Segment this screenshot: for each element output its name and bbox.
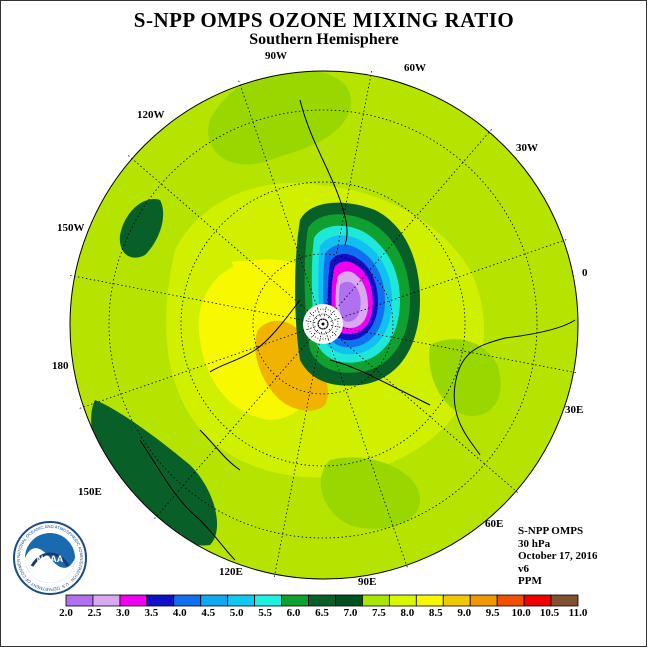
longitude-label-30w: 30W [516,142,538,154]
hole-band-2 [339,281,361,322]
meridian-240 [152,323,324,521]
longitude-label-150w: 150W [57,222,85,234]
meridian-180 [67,274,324,325]
colorbar-label: 3.5 [144,607,159,619]
meridian-60 [322,127,494,325]
coast-antarctic-east [329,359,431,406]
meridian-30 [322,238,569,325]
colorbar-label: 4.0 [172,607,187,619]
latitude-circle-2 [180,181,466,467]
meridian-120 [237,78,324,325]
colorbar-label: 7.0 [343,607,358,619]
meridian-90 [322,68,373,325]
colorbar-label: 9.0 [457,607,472,619]
longitude-label-30e: 30E [565,404,584,416]
colorbar-label: 9.5 [485,607,500,619]
logo-text: NOAA [37,554,64,564]
coast-antarctic-west [209,299,301,373]
longitude-label-120w: 120W [137,109,165,121]
colorbar-label: 8.0 [400,607,415,619]
colorbar-label: 7.5 [372,607,386,619]
longitude-label-60w: 60W [404,62,426,74]
colorbar-label: 8.5 [428,607,443,619]
dark-green-southwest [91,400,218,546]
colorbar-label: 11.0 [568,607,588,619]
figure-title: S-NPP OMPS OZONE MIXING RATIO [133,8,515,32]
info-block: S-NPP OMPS 30 hPa October 17, 2016 v6 PP… [518,525,598,588]
longitude-label-0: 0 [582,267,588,279]
info-level: 30 hPa [518,537,551,550]
coastlines [139,99,576,561]
latitude-circle-1 [252,253,394,395]
graticule [67,68,579,580]
coast-new-zealand [199,429,241,471]
colorbar-label: 6.5 [315,607,329,619]
colorbar-label: 3.0 [116,607,130,619]
figure-subtitle: Southern Hemisphere [249,31,399,48]
meridian-0 [322,323,579,374]
zone-greenband-south [320,457,420,529]
longitude-label-150e: 150E [78,486,102,498]
meridian-210 [77,323,324,410]
zone-yellow-cap [232,260,275,288]
logo-wave [25,548,75,583]
longitude-label-60e: 60E [485,518,504,530]
info-units: PPM [518,575,542,587]
colorbar-label: 2.5 [87,607,102,619]
colorbar-label: 2.0 [59,607,73,619]
meridian-270 [273,323,324,580]
longitude-label-90w: 90W [265,50,287,62]
colorbar-label: 10.5 [539,607,560,619]
latitude-circle-3 [108,109,538,539]
meridian-330 [322,323,520,495]
meridian-150 [126,153,324,325]
colorbar-label: 5.5 [258,607,272,619]
longitude-label-90e: 90E [358,576,377,588]
map-border [69,70,579,580]
longitude-label-120e: 120E [219,566,243,578]
longitude-label-180: 180 [52,360,69,372]
zone-greenband-north [208,71,352,165]
coast-australia [139,439,236,561]
colorbar-label: 10.0 [511,607,531,619]
info-version: v6 [518,562,529,575]
coast-south-america [299,99,348,246]
logo-bird [30,552,70,567]
info-instrument: S-NPP OMPS [518,525,584,537]
zone-orange [255,320,329,411]
coast-africa [453,319,576,456]
colorbar-label: 6.0 [286,607,301,619]
meridian-300 [322,323,409,570]
colorbar-label: 4.5 [201,607,216,619]
zone-greenband-east [429,339,501,416]
dark-green-west [119,199,164,258]
info-date: October 17, 2016 [518,550,598,562]
colorbar-label: 5.0 [229,607,244,619]
